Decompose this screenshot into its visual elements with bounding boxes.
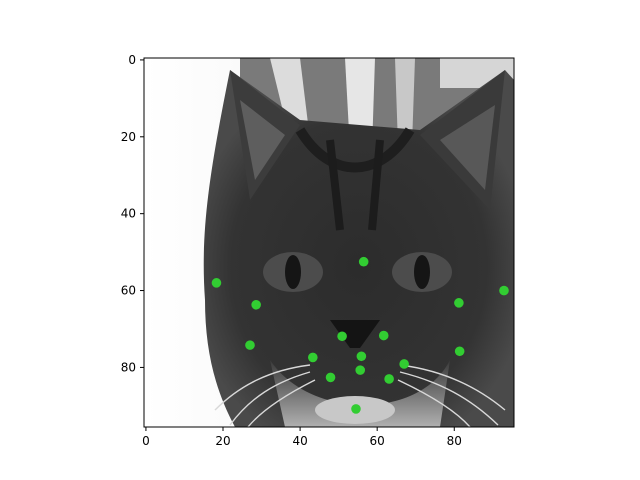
landmark-point (356, 351, 367, 362)
landmark-point (499, 285, 509, 296)
landmark-points (211, 256, 509, 414)
landmark-point (351, 404, 361, 414)
x-tick-label: 80 (447, 434, 462, 448)
y-tick-label: 0 (128, 53, 136, 67)
landmark-point (245, 340, 255, 350)
landmark-point (384, 374, 394, 384)
landmark-point (454, 346, 465, 357)
landmark-point (251, 299, 261, 310)
axes: 0 20 40 60 80 0 20 40 60 80 (121, 53, 515, 448)
y-tick-label: 80 (121, 360, 136, 374)
x-axis-ticks: 0 20 40 60 80 (142, 427, 462, 448)
cat-face-image (144, 58, 514, 427)
landmark-point (337, 331, 347, 342)
x-tick-label: 20 (215, 434, 230, 448)
landmark-point (358, 256, 369, 267)
x-tick-label: 0 (142, 434, 150, 448)
y-axis-ticks: 0 20 40 60 80 (121, 53, 144, 374)
landmark-point (454, 298, 464, 308)
y-tick-label: 20 (121, 130, 136, 144)
y-tick-label: 40 (121, 207, 136, 221)
landmark-point (308, 352, 318, 363)
landmark-point (378, 330, 389, 341)
plot-frame (143, 57, 515, 428)
landmark-point (399, 359, 409, 369)
x-tick-label: 60 (370, 434, 385, 448)
landmark-point (355, 365, 366, 375)
landmark-point (325, 372, 336, 383)
x-tick-label: 40 (292, 434, 307, 448)
landmark-point (211, 278, 222, 288)
y-tick-label: 60 (121, 284, 136, 298)
